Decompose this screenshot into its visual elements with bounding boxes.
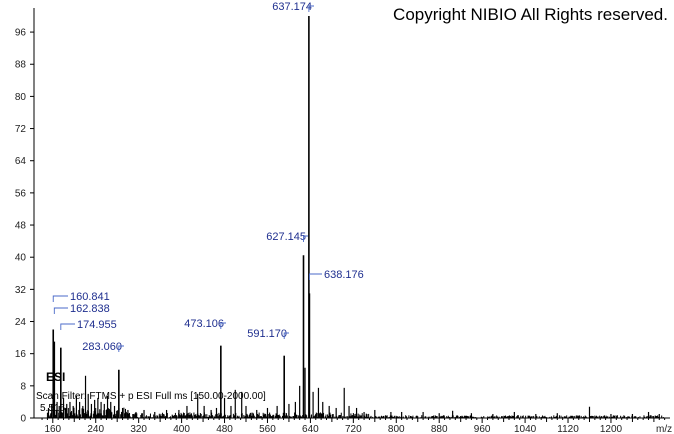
- x-tick-label: 480: [216, 424, 233, 434]
- x-tick-label: 1200: [600, 424, 623, 434]
- peak-label: 283.060: [82, 341, 122, 353]
- x-tick-label: 640: [302, 424, 319, 434]
- time-label: 5.516: [40, 403, 65, 414]
- y-tick-label: 96: [15, 28, 27, 39]
- scan-filter-text: Scan Filter: FTMS + p ESI Full ms [150.0…: [36, 391, 266, 402]
- peak-label: 174.955: [77, 319, 117, 331]
- peak-label-connector: [60, 323, 75, 330]
- x-tick-label: 800: [388, 424, 405, 434]
- y-tick-label: 48: [15, 221, 27, 232]
- peak-label: 637.174: [272, 1, 312, 13]
- y-tick-label: 80: [15, 92, 27, 103]
- x-tick-label: 960: [474, 424, 491, 434]
- x-tick-label: 160: [44, 424, 61, 434]
- y-tick-label: 56: [15, 188, 27, 199]
- x-axis-title: m/z: [656, 424, 672, 434]
- peak-label: 162.838: [70, 303, 110, 315]
- y-tick-label: 40: [15, 253, 27, 264]
- copyright-text: Copyright NIBIO All Rights reserved.: [393, 5, 668, 24]
- y-tick-label: 32: [15, 285, 27, 296]
- peak-label-connector: [52, 295, 68, 302]
- peak-label: 473.106: [184, 318, 224, 330]
- peak-label-connector: [283, 332, 289, 339]
- x-tick-label: 720: [345, 424, 362, 434]
- x-tick-label: 880: [431, 424, 448, 434]
- mode-label: ESI: [46, 370, 65, 384]
- peak-label: 160.841: [70, 291, 110, 303]
- y-tick-label: 16: [15, 349, 27, 360]
- x-tick-label: 400: [173, 424, 190, 434]
- y-tick-label: 64: [15, 156, 27, 167]
- peak-label-connector: [220, 322, 226, 329]
- y-tick-label: 88: [15, 60, 27, 71]
- peak-label-connector: [308, 273, 322, 280]
- y-tick-label: 24: [15, 317, 27, 328]
- peak-label: 591.170: [247, 328, 287, 340]
- y-tick-label: 0: [20, 414, 26, 425]
- peak-label: 638.176: [324, 269, 364, 281]
- x-tick-label: 560: [259, 424, 276, 434]
- y-tick-label: 72: [15, 124, 27, 135]
- peak-label-connector: [118, 345, 124, 352]
- peak-label: 627.145: [266, 231, 306, 243]
- y-tick-label: 8: [20, 381, 26, 392]
- x-tick-label: 240: [87, 424, 104, 434]
- peak-label-connector: [308, 5, 314, 12]
- x-tick-label: 320: [130, 424, 147, 434]
- peak-label-connector: [53, 307, 68, 314]
- x-tick-label: 1120: [557, 424, 579, 434]
- x-tick-label: 1040: [514, 424, 537, 434]
- peak-label-connector: [303, 235, 308, 242]
